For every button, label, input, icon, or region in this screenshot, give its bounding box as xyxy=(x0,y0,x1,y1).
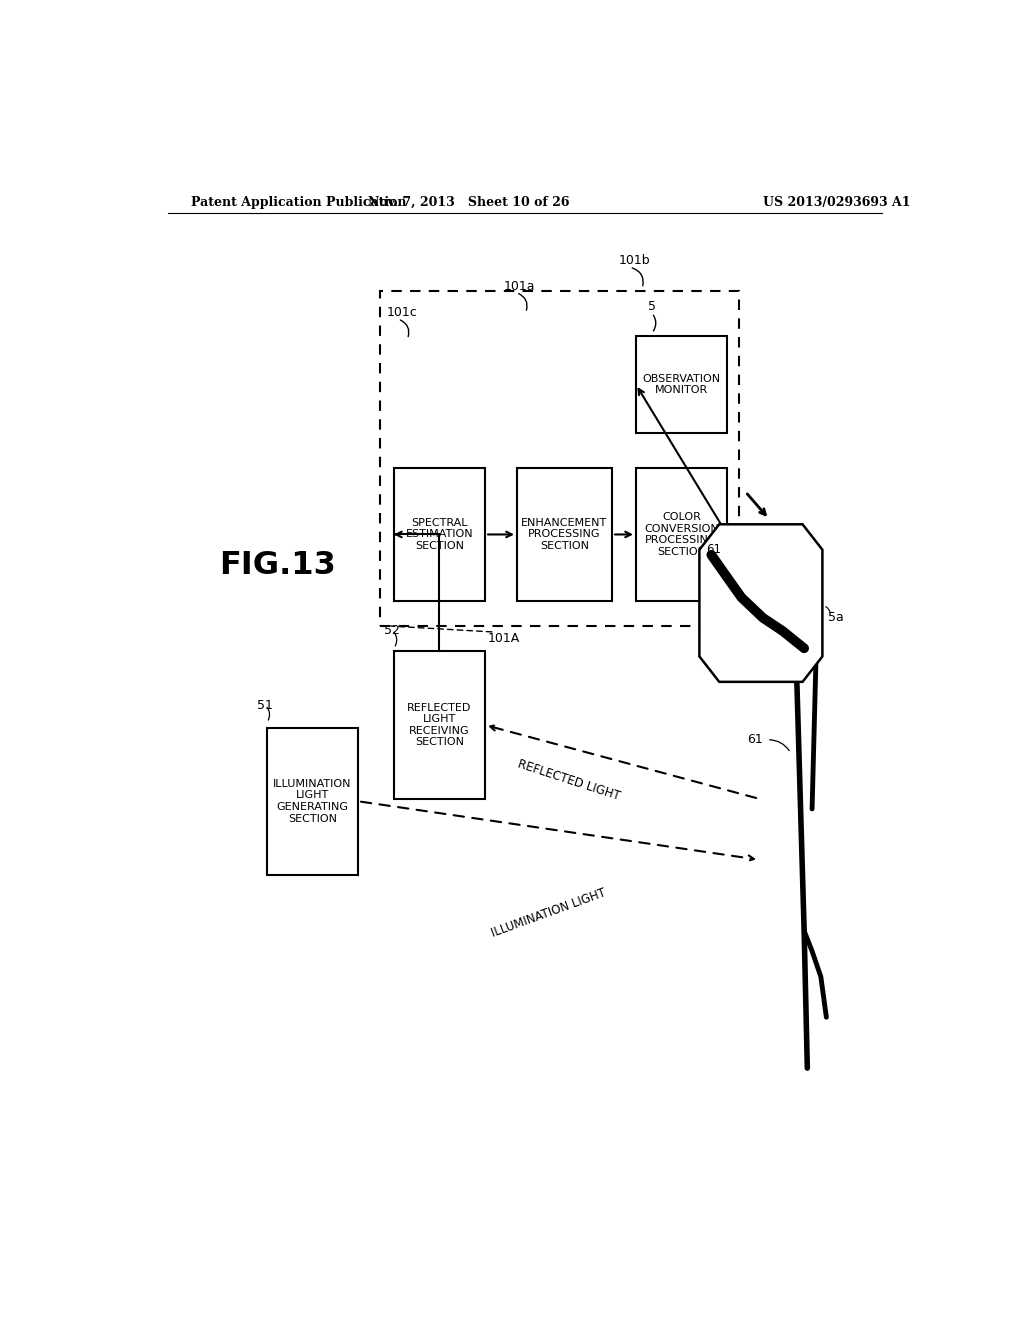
Bar xyxy=(394,469,485,601)
Text: FIG.13: FIG.13 xyxy=(219,549,336,581)
Text: ILLUMINATION
LIGHT
GENERATING
SECTION: ILLUMINATION LIGHT GENERATING SECTION xyxy=(273,779,352,824)
Text: Nov. 7, 2013   Sheet 10 of 26: Nov. 7, 2013 Sheet 10 of 26 xyxy=(369,195,570,209)
Bar xyxy=(517,469,612,601)
Text: 51: 51 xyxy=(257,698,272,711)
Text: Patent Application Publication: Patent Application Publication xyxy=(191,195,407,209)
Text: 52: 52 xyxy=(384,623,399,636)
Bar xyxy=(636,469,727,601)
Text: 61: 61 xyxy=(706,544,721,556)
Bar xyxy=(380,290,739,626)
Bar xyxy=(394,651,485,799)
Bar xyxy=(267,727,358,875)
Text: 5a: 5a xyxy=(828,611,844,624)
Text: COLOR
CONVERSION
PROCESSING
SECTION: COLOR CONVERSION PROCESSING SECTION xyxy=(644,512,719,557)
Text: 5: 5 xyxy=(648,300,655,313)
Polygon shape xyxy=(699,524,822,682)
Text: OBSERVATION
MONITOR: OBSERVATION MONITOR xyxy=(642,374,721,396)
Text: 101A: 101A xyxy=(487,632,520,645)
Text: 101b: 101b xyxy=(618,255,650,267)
Text: REFLECTED LIGHT: REFLECTED LIGHT xyxy=(516,758,622,803)
Text: ENHANCEMENT
PROCESSING
SECTION: ENHANCEMENT PROCESSING SECTION xyxy=(521,517,607,550)
Text: ILLUMINATION LIGHT: ILLUMINATION LIGHT xyxy=(489,886,607,940)
Text: REFLECTED
LIGHT
RECEIVING
SECTION: REFLECTED LIGHT RECEIVING SECTION xyxy=(408,702,472,747)
Text: US 2013/0293693 A1: US 2013/0293693 A1 xyxy=(763,195,910,209)
Text: 61: 61 xyxy=(748,734,763,746)
Text: SPECTRAL
ESTIMATION
SECTION: SPECTRAL ESTIMATION SECTION xyxy=(406,517,473,550)
Text: 101c: 101c xyxy=(387,306,418,319)
Bar xyxy=(636,337,727,433)
Text: 101a: 101a xyxy=(504,280,536,293)
